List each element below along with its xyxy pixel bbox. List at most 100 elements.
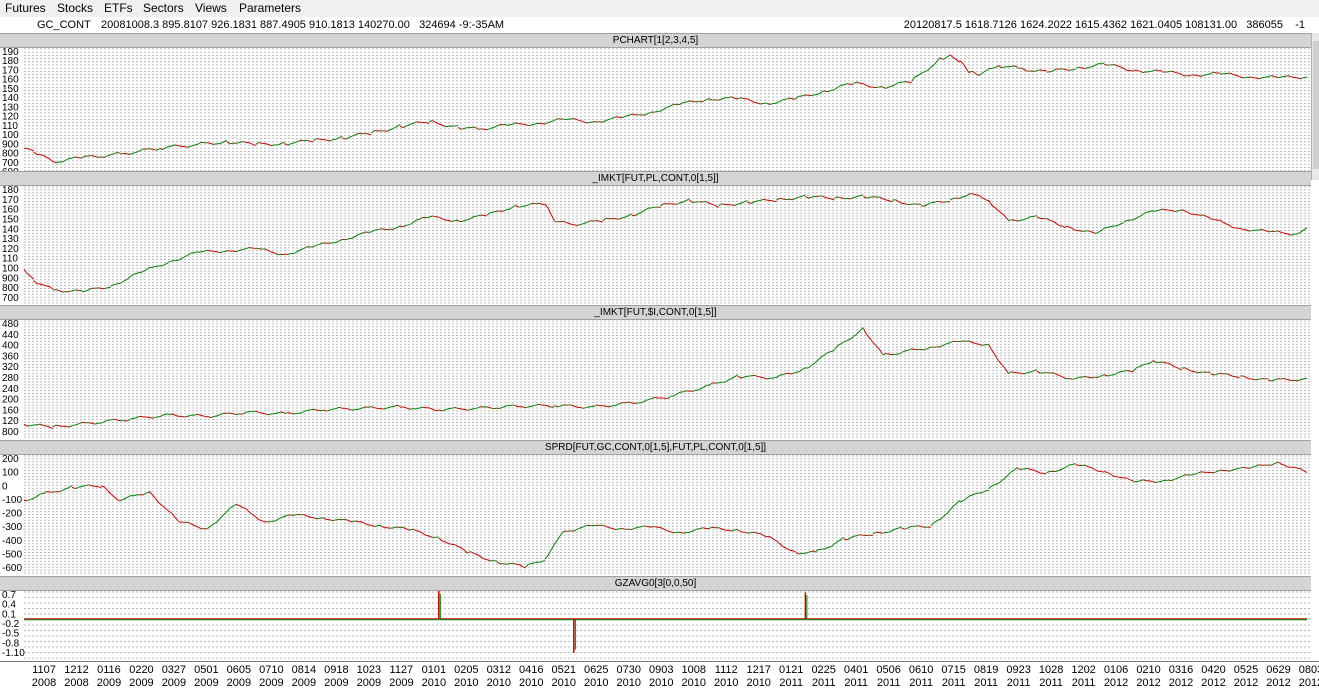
price-segment: [1056, 374, 1059, 375]
price-segment: [323, 518, 326, 520]
price-segment: [982, 491, 985, 493]
price-segment: [645, 208, 648, 210]
price-segment: [214, 144, 217, 145]
price-segment: [397, 405, 400, 406]
price-segment: [558, 534, 561, 539]
price-segment: [902, 351, 905, 352]
scrollbar-thumb[interactable]: [1313, 41, 1319, 169]
price-segment: [239, 250, 242, 251]
price-segment: [1101, 228, 1104, 230]
price-segment: [992, 485, 995, 486]
price-segment: [529, 125, 532, 126]
price-segment: [490, 128, 493, 129]
price-segment: [674, 532, 677, 533]
price-segment: [1201, 472, 1204, 473]
price-segment: [609, 406, 612, 407]
price-segment: [88, 156, 91, 157]
price-segment: [899, 527, 902, 528]
price-segment: [233, 414, 236, 415]
price-segment: [735, 204, 738, 205]
price-segment: [63, 489, 66, 490]
price-segment: [625, 116, 628, 117]
price-segment: [172, 414, 175, 415]
price-segment: [1143, 72, 1146, 73]
menu-futures[interactable]: Futures: [5, 1, 46, 16]
pane-title-mkt_si: _IMKT[FUT,$I,CONT,0[1,5]]: [0, 305, 1311, 320]
price-segment: [1027, 372, 1030, 373]
price-segment: [889, 86, 892, 87]
price-segment: [1137, 481, 1140, 482]
menu-stocks[interactable]: Stocks: [57, 1, 93, 16]
price-segment: [857, 82, 860, 83]
price-segment: [867, 197, 870, 198]
price-segment: [731, 205, 734, 206]
price-segment: [358, 408, 361, 409]
menu-etfs[interactable]: ETFs: [104, 1, 133, 16]
price-segment: [53, 162, 56, 163]
price-segment: [1275, 462, 1278, 463]
price-segment: [1198, 472, 1201, 473]
price-segment: [201, 415, 204, 416]
price-segment: [619, 403, 622, 404]
price-segment: [1285, 465, 1288, 467]
price-segment: [50, 159, 53, 162]
price-segment: [741, 202, 744, 203]
price-segment: [207, 143, 210, 144]
price-segment: [355, 521, 358, 522]
price-segment: [72, 290, 75, 291]
price-segment: [452, 544, 455, 545]
price-segment: [703, 528, 706, 529]
price-segment: [410, 529, 413, 530]
price-segment: [886, 87, 889, 88]
price-segment: [98, 487, 101, 488]
price-segment: [387, 407, 390, 408]
price-segment: [458, 221, 461, 222]
price-segment: [320, 243, 323, 244]
price-segment: [1172, 211, 1175, 212]
price-segment: [381, 229, 384, 230]
price-segment: [731, 530, 734, 531]
menu-views[interactable]: Views: [195, 1, 227, 16]
price-segment: [1137, 216, 1140, 218]
price-segment: [461, 409, 464, 410]
price-segment: [394, 127, 397, 129]
chart-pane-pchart[interactable]: 1901801701601501401301201101009008007006…: [0, 47, 1311, 179]
price-segment: [969, 495, 972, 496]
menu-sectors[interactable]: Sectors: [143, 1, 184, 16]
vertical-scrollbar[interactable]: [1311, 33, 1319, 180]
price-segment: [1265, 231, 1268, 232]
price-segment: [1050, 220, 1053, 221]
menu-parameters[interactable]: Parameters: [239, 1, 301, 16]
price-segment: [1069, 70, 1072, 71]
price-segment: [1156, 70, 1159, 71]
price-segment: [1178, 476, 1181, 477]
price-segment: [1085, 68, 1088, 69]
price-segment: [1227, 471, 1230, 472]
price-segment: [220, 252, 223, 253]
price-segment: [1101, 63, 1104, 64]
price-segment: [1172, 71, 1175, 72]
price-segment: [445, 409, 448, 410]
price-segment: [908, 349, 911, 350]
price-segment: [1240, 77, 1243, 78]
pane-title-mkt_pl: _IMKT[FUT,PL,CONT,0[1,5]]: [0, 171, 1311, 186]
price-segment: [825, 91, 828, 92]
price-segment: [1002, 67, 1005, 68]
price-segment: [1236, 75, 1239, 76]
price-segment: [465, 410, 468, 411]
price-segment: [317, 139, 320, 140]
price-segment: [558, 406, 561, 407]
price-segment: [1227, 73, 1230, 74]
price-segment: [1191, 371, 1194, 372]
price-segment: [1246, 377, 1249, 379]
price-segment: [667, 397, 670, 398]
price-segment: [529, 564, 532, 565]
price-segment: [310, 409, 313, 410]
price-segment: [632, 114, 635, 115]
price-segment: [1117, 66, 1120, 67]
price-segment: [101, 422, 104, 423]
